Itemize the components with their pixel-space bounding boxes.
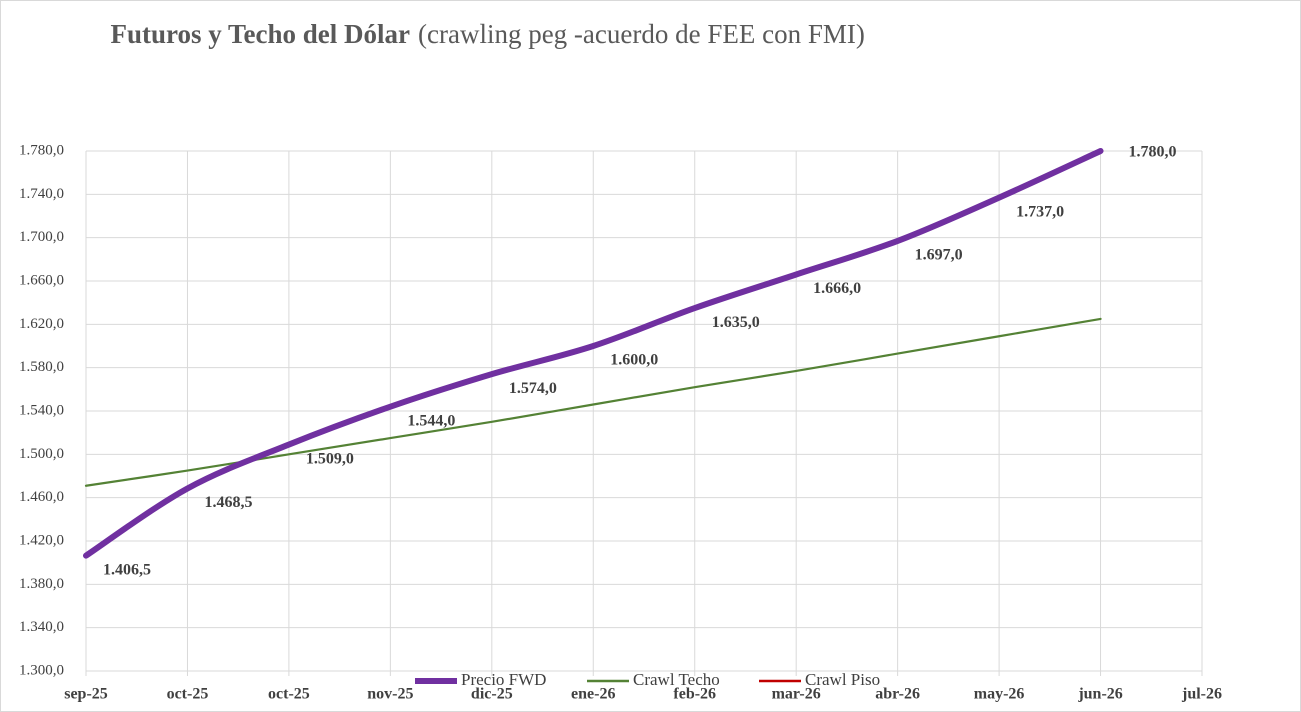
legend-label: Precio FWD — [461, 670, 546, 689]
legend-label: Crawl Techo — [633, 670, 720, 689]
y-tick-label: 1.620,0 — [19, 316, 64, 332]
y-tick-label: 1.660,0 — [19, 272, 64, 288]
data-label: 1.737,0 — [1016, 203, 1064, 220]
x-tick-label: ene-26 — [571, 686, 615, 703]
x-tick-label: oct-25 — [268, 686, 310, 703]
y-tick-label: 1.740,0 — [19, 186, 64, 202]
legend-label: Crawl Piso — [805, 670, 880, 689]
x-tick-label: oct-25 — [167, 686, 209, 703]
data-label: 1.635,0 — [712, 314, 760, 331]
y-tick-label: 1.380,0 — [19, 576, 64, 592]
data-label: 1.509,0 — [306, 450, 354, 467]
x-tick-label: mar-26 — [772, 686, 821, 703]
x-tick-label: nov-25 — [367, 686, 413, 703]
y-tick-label: 1.460,0 — [19, 489, 64, 505]
y-tick-label: 1.300,0 — [19, 662, 64, 678]
x-tick-label: jul-26 — [1181, 686, 1222, 703]
chart-title: Futuros y Techo del Dólar — [110, 19, 410, 49]
data-label: 1.600,0 — [610, 352, 658, 369]
x-tick-label: may-26 — [974, 686, 1025, 703]
y-tick-label: 1.420,0 — [19, 532, 64, 548]
x-tick-label: sep-25 — [64, 686, 108, 703]
y-tick-label: 1.540,0 — [19, 402, 64, 418]
data-label: 1.780,0 — [1129, 144, 1177, 161]
y-tick-label: 1.580,0 — [19, 359, 64, 375]
chart-subtitle: (crawling peg -acuerdo de FEE con FMI) — [418, 19, 865, 49]
data-label: 1.574,0 — [509, 380, 557, 397]
data-label: 1.697,0 — [915, 247, 963, 264]
x-tick-label: feb-26 — [673, 686, 716, 703]
data-label: 1.666,0 — [813, 280, 861, 297]
data-label: 1.468,5 — [204, 494, 252, 511]
data-label: 1.406,5 — [103, 561, 151, 578]
y-tick-label: 1.500,0 — [19, 446, 64, 462]
data-label: 1.544,0 — [407, 412, 455, 429]
y-tick-label: 1.700,0 — [19, 229, 64, 245]
x-tick-label: abr-26 — [875, 686, 920, 703]
x-tick-label: jun-26 — [1077, 686, 1122, 703]
series-line — [83, 148, 1104, 559]
y-tick-label: 1.340,0 — [19, 619, 64, 635]
x-tick-label: dic-25 — [471, 686, 513, 703]
y-tick-label: 1.780,0 — [19, 142, 64, 158]
